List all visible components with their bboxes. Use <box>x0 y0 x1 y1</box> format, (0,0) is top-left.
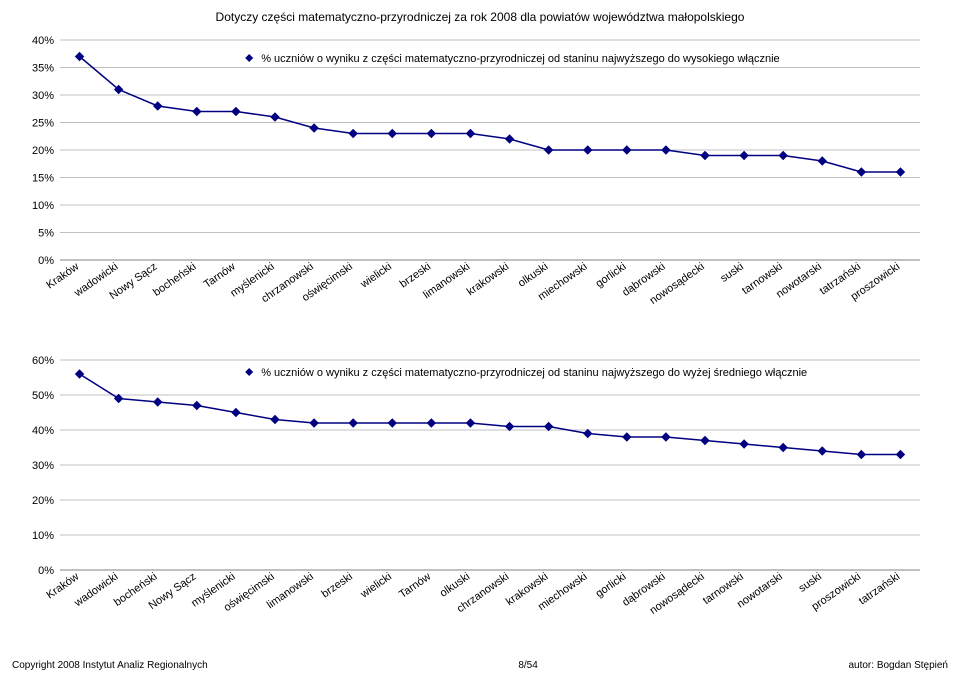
y-tick-label: 10% <box>32 530 54 542</box>
data-marker <box>818 447 826 455</box>
data-marker <box>271 113 279 121</box>
x-tick-label: wielicki <box>358 261 394 291</box>
data-marker <box>154 398 162 406</box>
data-marker <box>193 402 201 410</box>
data-marker <box>427 130 435 138</box>
data-marker <box>76 370 84 378</box>
data-marker <box>623 433 631 441</box>
data-marker <box>232 409 240 417</box>
data-marker <box>349 419 357 427</box>
data-marker <box>857 451 865 459</box>
data-marker <box>232 108 240 116</box>
data-marker <box>310 419 318 427</box>
legend-marker <box>245 54 253 62</box>
footer-page-number: 8/54 <box>518 660 537 671</box>
y-tick-label: 20% <box>32 495 54 507</box>
y-tick-label: 25% <box>32 118 54 130</box>
data-marker <box>271 416 279 424</box>
data-marker <box>310 124 318 132</box>
x-tick-label: wadowicki <box>72 571 121 610</box>
data-marker <box>701 437 709 445</box>
data-marker <box>857 168 865 176</box>
x-tick-label: bocheński <box>151 261 198 299</box>
x-tick-label: krakowski <box>465 261 511 299</box>
data-marker <box>584 146 592 154</box>
y-tick-label: 5% <box>38 228 54 240</box>
data-marker <box>662 146 670 154</box>
data-marker <box>115 395 123 403</box>
x-tick-label: brzeski <box>319 571 354 601</box>
data-marker <box>466 419 474 427</box>
data-marker <box>545 146 553 154</box>
y-tick-label: 35% <box>32 63 54 75</box>
chart-1: 0%5%10%15%20%25%30%35%40%Krakówwadowicki… <box>10 30 940 330</box>
data-marker <box>427 419 435 427</box>
legend-marker <box>245 368 253 376</box>
data-marker <box>896 451 904 459</box>
data-marker <box>662 433 670 441</box>
y-tick-label: 30% <box>32 90 54 102</box>
data-marker <box>701 152 709 160</box>
legend-label: % uczniów o wyniku z części matematyczno… <box>261 367 807 379</box>
data-marker <box>779 152 787 160</box>
footer-author: autor: Bogdan Stępień <box>848 660 948 671</box>
x-tick-label: olkuski <box>516 261 550 290</box>
data-marker <box>584 430 592 438</box>
y-tick-label: 10% <box>32 200 54 212</box>
data-marker <box>818 157 826 165</box>
chart-1-container: 0%5%10%15%20%25%30%35%40%Krakówwadowicki… <box>10 30 950 330</box>
data-marker <box>388 130 396 138</box>
x-tick-label: Tarnów <box>397 571 433 601</box>
data-marker <box>193 108 201 116</box>
y-tick-label: 50% <box>32 390 54 402</box>
data-marker <box>779 444 787 452</box>
x-tick-label: suski <box>797 571 824 595</box>
data-marker <box>740 440 748 448</box>
footer: Copyright 2008 Instytut Analiz Regionaln… <box>10 660 950 671</box>
data-marker <box>623 146 631 154</box>
data-marker <box>740 152 748 160</box>
data-line <box>80 57 901 173</box>
legend-label: % uczniów o wyniku z części matematyczno… <box>261 53 779 65</box>
data-marker <box>506 423 514 431</box>
y-tick-label: 60% <box>32 355 54 367</box>
data-marker <box>506 135 514 143</box>
y-tick-label: 0% <box>38 565 54 577</box>
data-marker <box>896 168 904 176</box>
page-title: Dotyczy części matematyczno-przyrodnicze… <box>10 10 950 24</box>
data-line <box>80 374 901 455</box>
y-tick-label: 40% <box>32 425 54 437</box>
chart-2-container: 0%10%20%30%40%50%60%Krakówwadowickiboche… <box>10 350 950 640</box>
footer-copyright: Copyright 2008 Instytut Analiz Regionaln… <box>12 660 208 671</box>
data-marker <box>466 130 474 138</box>
y-tick-label: 30% <box>32 460 54 472</box>
x-tick-label: olkuski <box>438 571 472 600</box>
x-tick-label: tatrzański <box>857 571 902 608</box>
y-tick-label: 15% <box>32 173 54 185</box>
data-marker <box>388 419 396 427</box>
x-tick-label: suski <box>718 261 745 285</box>
x-tick-label: wielicki <box>358 571 394 601</box>
y-tick-label: 40% <box>32 35 54 47</box>
data-marker <box>154 102 162 110</box>
chart-2: 0%10%20%30%40%50%60%Krakówwadowickiboche… <box>10 350 940 640</box>
y-tick-label: 20% <box>32 145 54 157</box>
data-marker <box>545 423 553 431</box>
data-marker <box>349 130 357 138</box>
y-tick-label: 0% <box>38 255 54 267</box>
